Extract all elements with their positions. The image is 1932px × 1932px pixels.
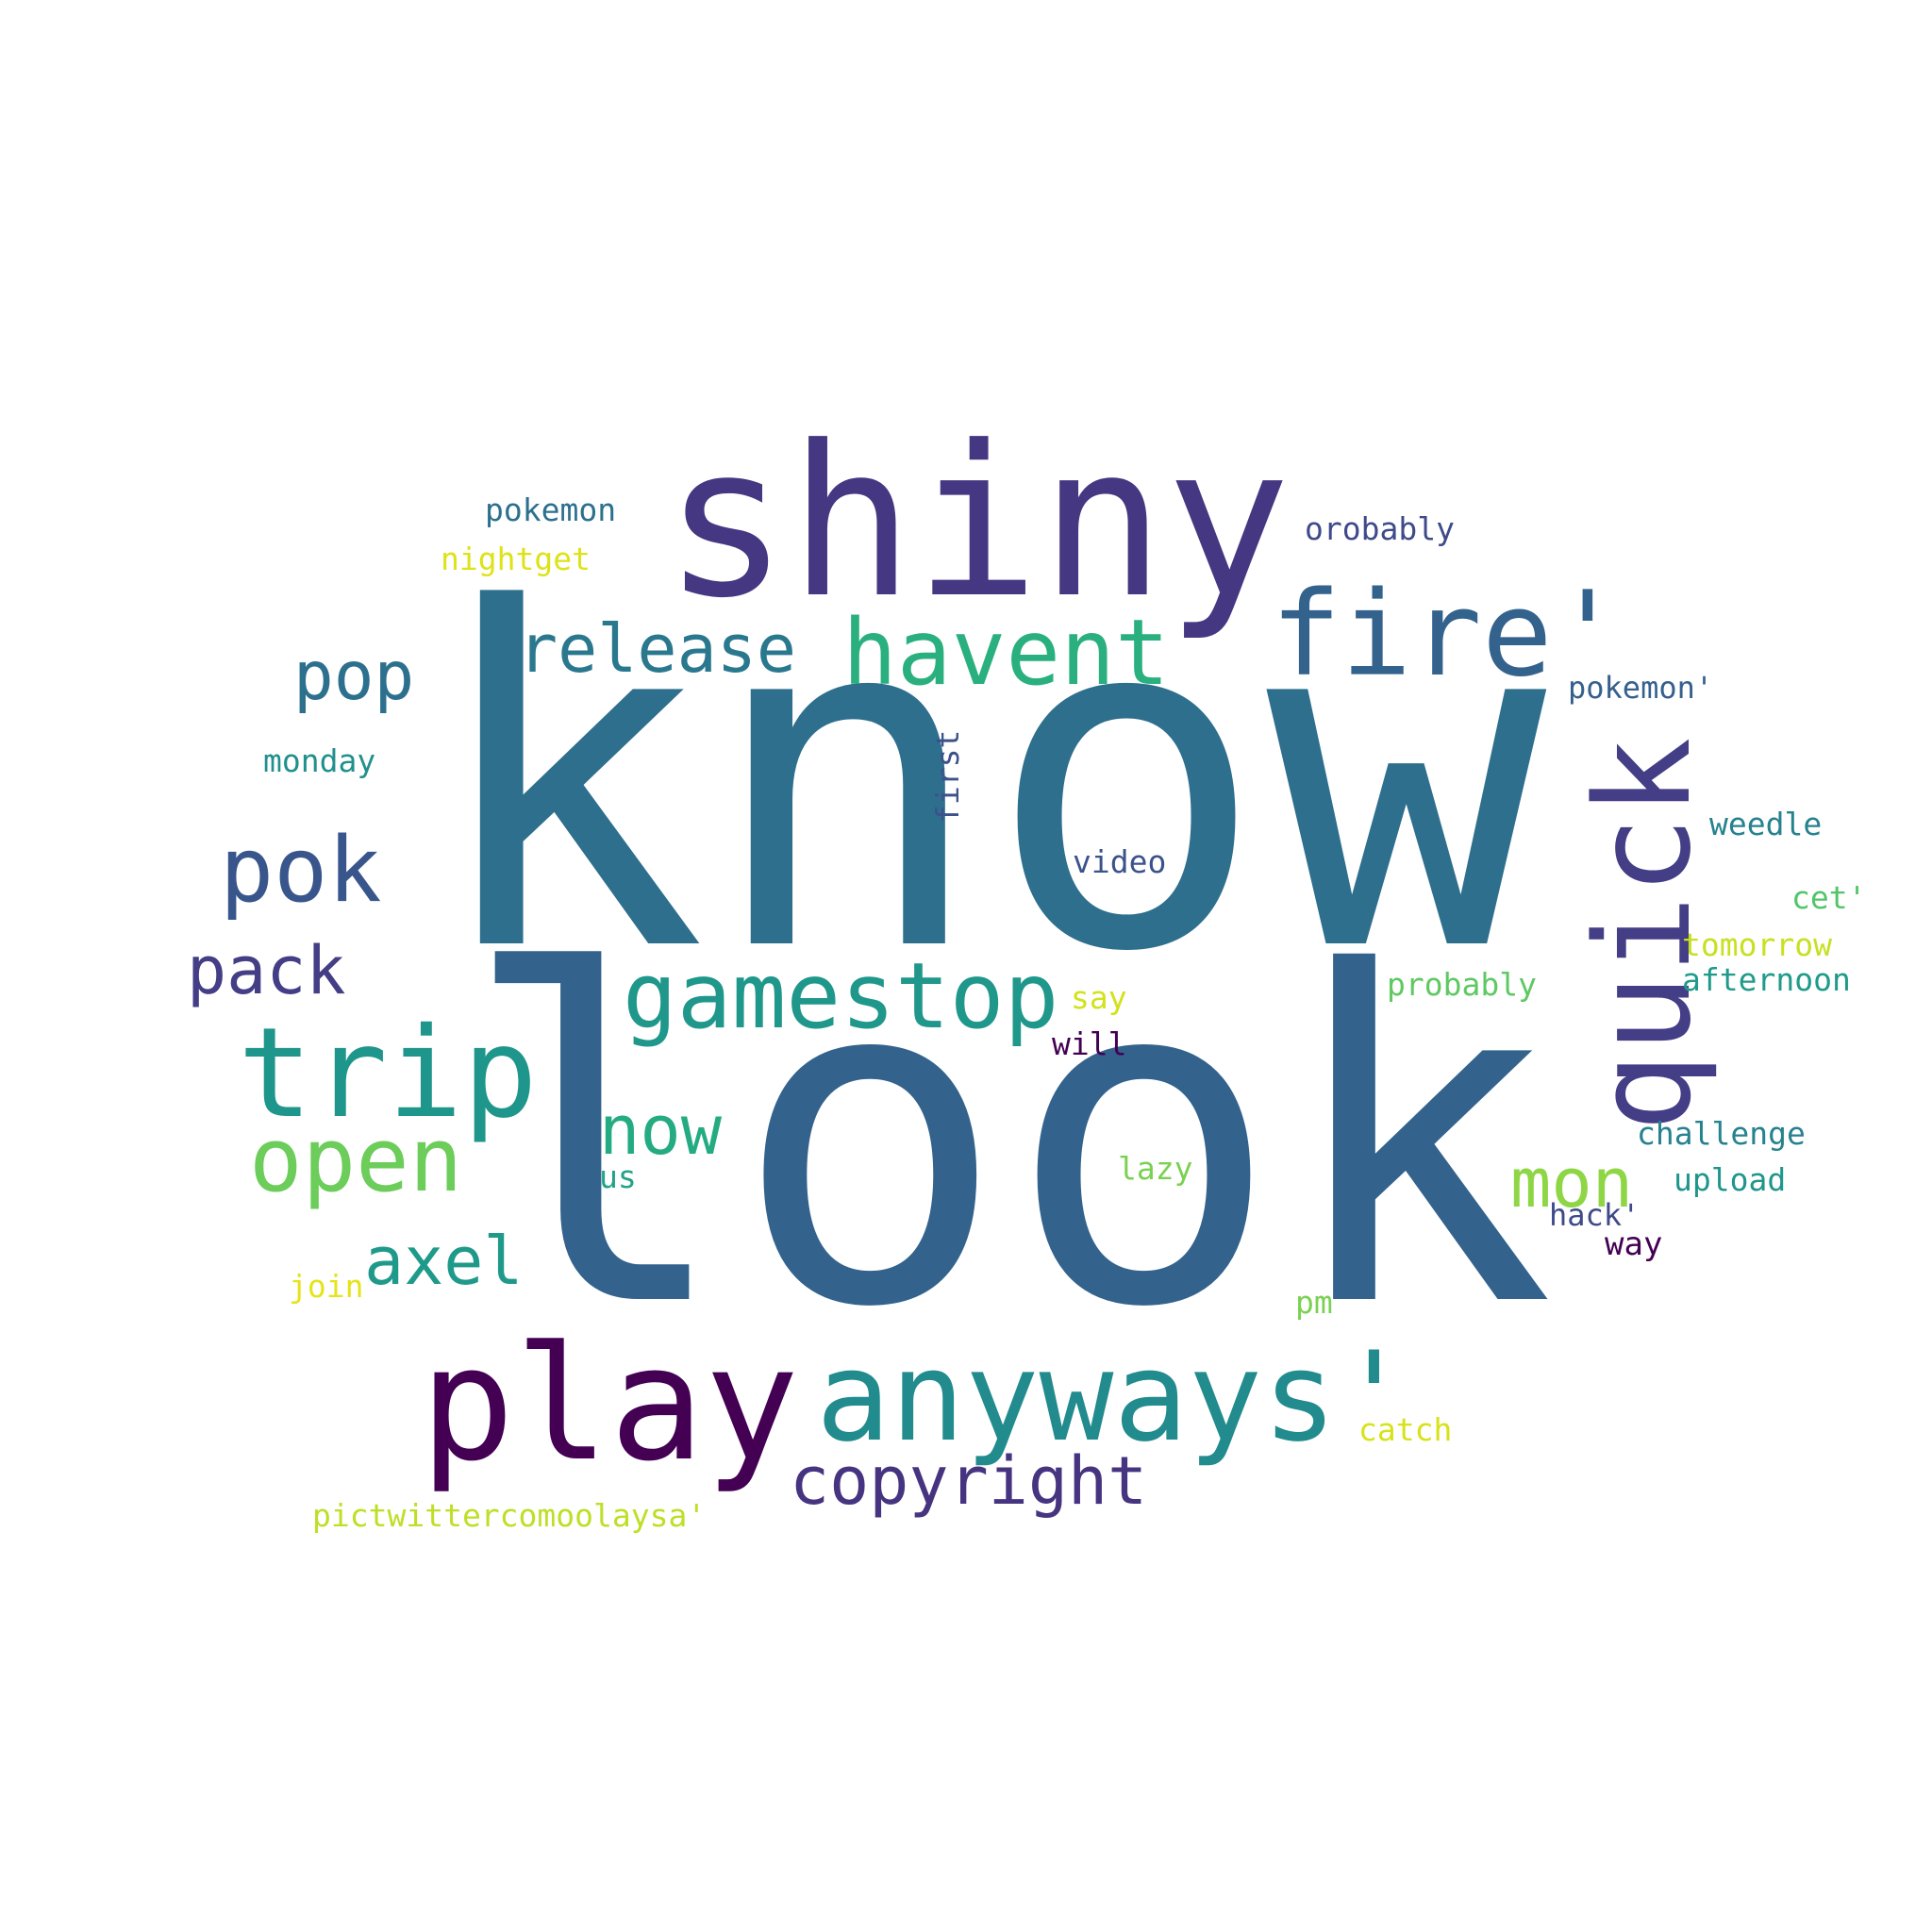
word-pokemon: pokemon' xyxy=(1568,670,1714,707)
word-pokemon: pokemon xyxy=(485,491,617,529)
word-way: way xyxy=(1605,1224,1663,1263)
word-lazy: lazy xyxy=(1118,1150,1193,1188)
word-cet: cet' xyxy=(1791,879,1867,917)
word-orobably: orobably xyxy=(1305,510,1455,548)
word-probably: probably xyxy=(1387,966,1537,1004)
word-video: video xyxy=(1073,843,1167,881)
word-know: know xyxy=(426,511,1547,1054)
word-weedle: weedle xyxy=(1709,806,1823,843)
word-mon: mon xyxy=(1510,1143,1634,1224)
word-challenge: challenge xyxy=(1637,1115,1806,1153)
word-anyways: anyways' xyxy=(816,1324,1411,1470)
word-axel: axel xyxy=(364,1222,524,1300)
word-play: play xyxy=(420,1312,800,1496)
word-open: open xyxy=(249,1108,463,1212)
word-say: say xyxy=(1071,979,1127,1017)
word-pop: pop xyxy=(293,637,415,716)
word-hack: hack' xyxy=(1549,1197,1641,1234)
word-will: will xyxy=(1052,1025,1127,1063)
word-release: release xyxy=(518,609,797,688)
word-trip: trip xyxy=(238,1001,538,1147)
word-fire: fire' xyxy=(1271,567,1624,704)
word-first: first xyxy=(929,729,966,824)
word-nightget: nightget xyxy=(441,541,591,578)
word-upload: upload xyxy=(1674,1161,1787,1199)
word-us: us xyxy=(599,1158,637,1196)
word-pok: pok xyxy=(220,818,382,923)
word-havent: havent xyxy=(842,600,1170,707)
word-pack: pack xyxy=(187,931,346,1009)
word-catch: catch xyxy=(1358,1411,1453,1449)
word-gamestop: gamestop xyxy=(623,943,1059,1050)
word-look: look xyxy=(459,877,1555,1407)
word-now: now xyxy=(599,1091,723,1171)
word-pictwittercomoolaysa: pictwittercomoolaysa' xyxy=(312,1497,707,1535)
word-pm: pm xyxy=(1295,1284,1333,1322)
word-monday: monday xyxy=(263,742,376,780)
word-join: join xyxy=(289,1268,364,1306)
word-tomorrow: tomorrow xyxy=(1682,926,1832,964)
word-shiny: shiny xyxy=(663,402,1291,645)
word-afternoon: afternoon xyxy=(1682,961,1851,999)
word-copyright: copyright xyxy=(790,1441,1148,1520)
